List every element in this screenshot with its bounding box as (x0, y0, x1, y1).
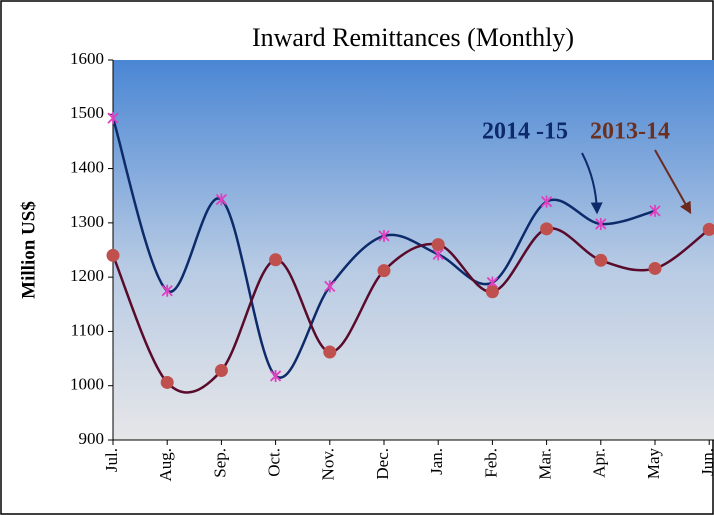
x-tick-label: Oct. (265, 448, 284, 477)
x-tick-label: Jan. (427, 448, 446, 475)
y-tick-label: 1400 (70, 157, 104, 176)
data-point (323, 345, 337, 359)
annotation-arrow (581, 152, 603, 215)
y-axis-label: Million US$ (18, 201, 39, 299)
x-tick-label: Aug. (156, 448, 175, 482)
data-point (378, 229, 390, 242)
x-tick-label: Jun. (698, 448, 714, 476)
data-point (648, 261, 662, 275)
chart-title: Inward Remittances (Monthly) (252, 23, 574, 52)
x-tick-label: Jul. (102, 448, 121, 472)
x-tick-label: Sep. (210, 448, 229, 478)
data-point (214, 364, 228, 378)
data-point (595, 217, 607, 230)
x-tick-label: Apr. (590, 448, 609, 478)
data-point (377, 264, 391, 278)
data-point (540, 195, 553, 208)
data-point (431, 238, 445, 252)
series-label: 2013-14 (590, 119, 670, 145)
y-tick-label: 1300 (70, 212, 104, 231)
y-tick-label: 1200 (70, 266, 104, 285)
annotation-arrow (654, 149, 692, 215)
y-tick-label: 1500 (70, 103, 104, 122)
data-point (215, 193, 228, 206)
x-tick-label: Feb. (481, 448, 500, 478)
data-point (702, 222, 714, 236)
x-tick-label: May (644, 448, 663, 480)
series-label: 2014 -15 (482, 119, 568, 145)
data-point (269, 369, 282, 382)
data-point (540, 222, 554, 236)
data-point (649, 204, 661, 217)
y-tick-label: 1100 (71, 320, 104, 339)
data-point (485, 285, 499, 299)
data-point (160, 375, 174, 389)
x-tick-label: Mar. (536, 448, 555, 480)
plot-area (113, 60, 714, 440)
x-tick-label: Nov. (319, 448, 338, 480)
data-point (324, 280, 336, 293)
data-point (107, 112, 119, 125)
data-point (269, 253, 283, 267)
y-tick-label: 1600 (70, 49, 104, 68)
y-tick-label: 900 (79, 429, 105, 448)
data-point (594, 253, 608, 267)
data-point (161, 284, 173, 297)
x-tick-label: Dec. (373, 448, 392, 480)
y-tick-label: 1000 (70, 375, 104, 394)
data-point (106, 248, 120, 262)
